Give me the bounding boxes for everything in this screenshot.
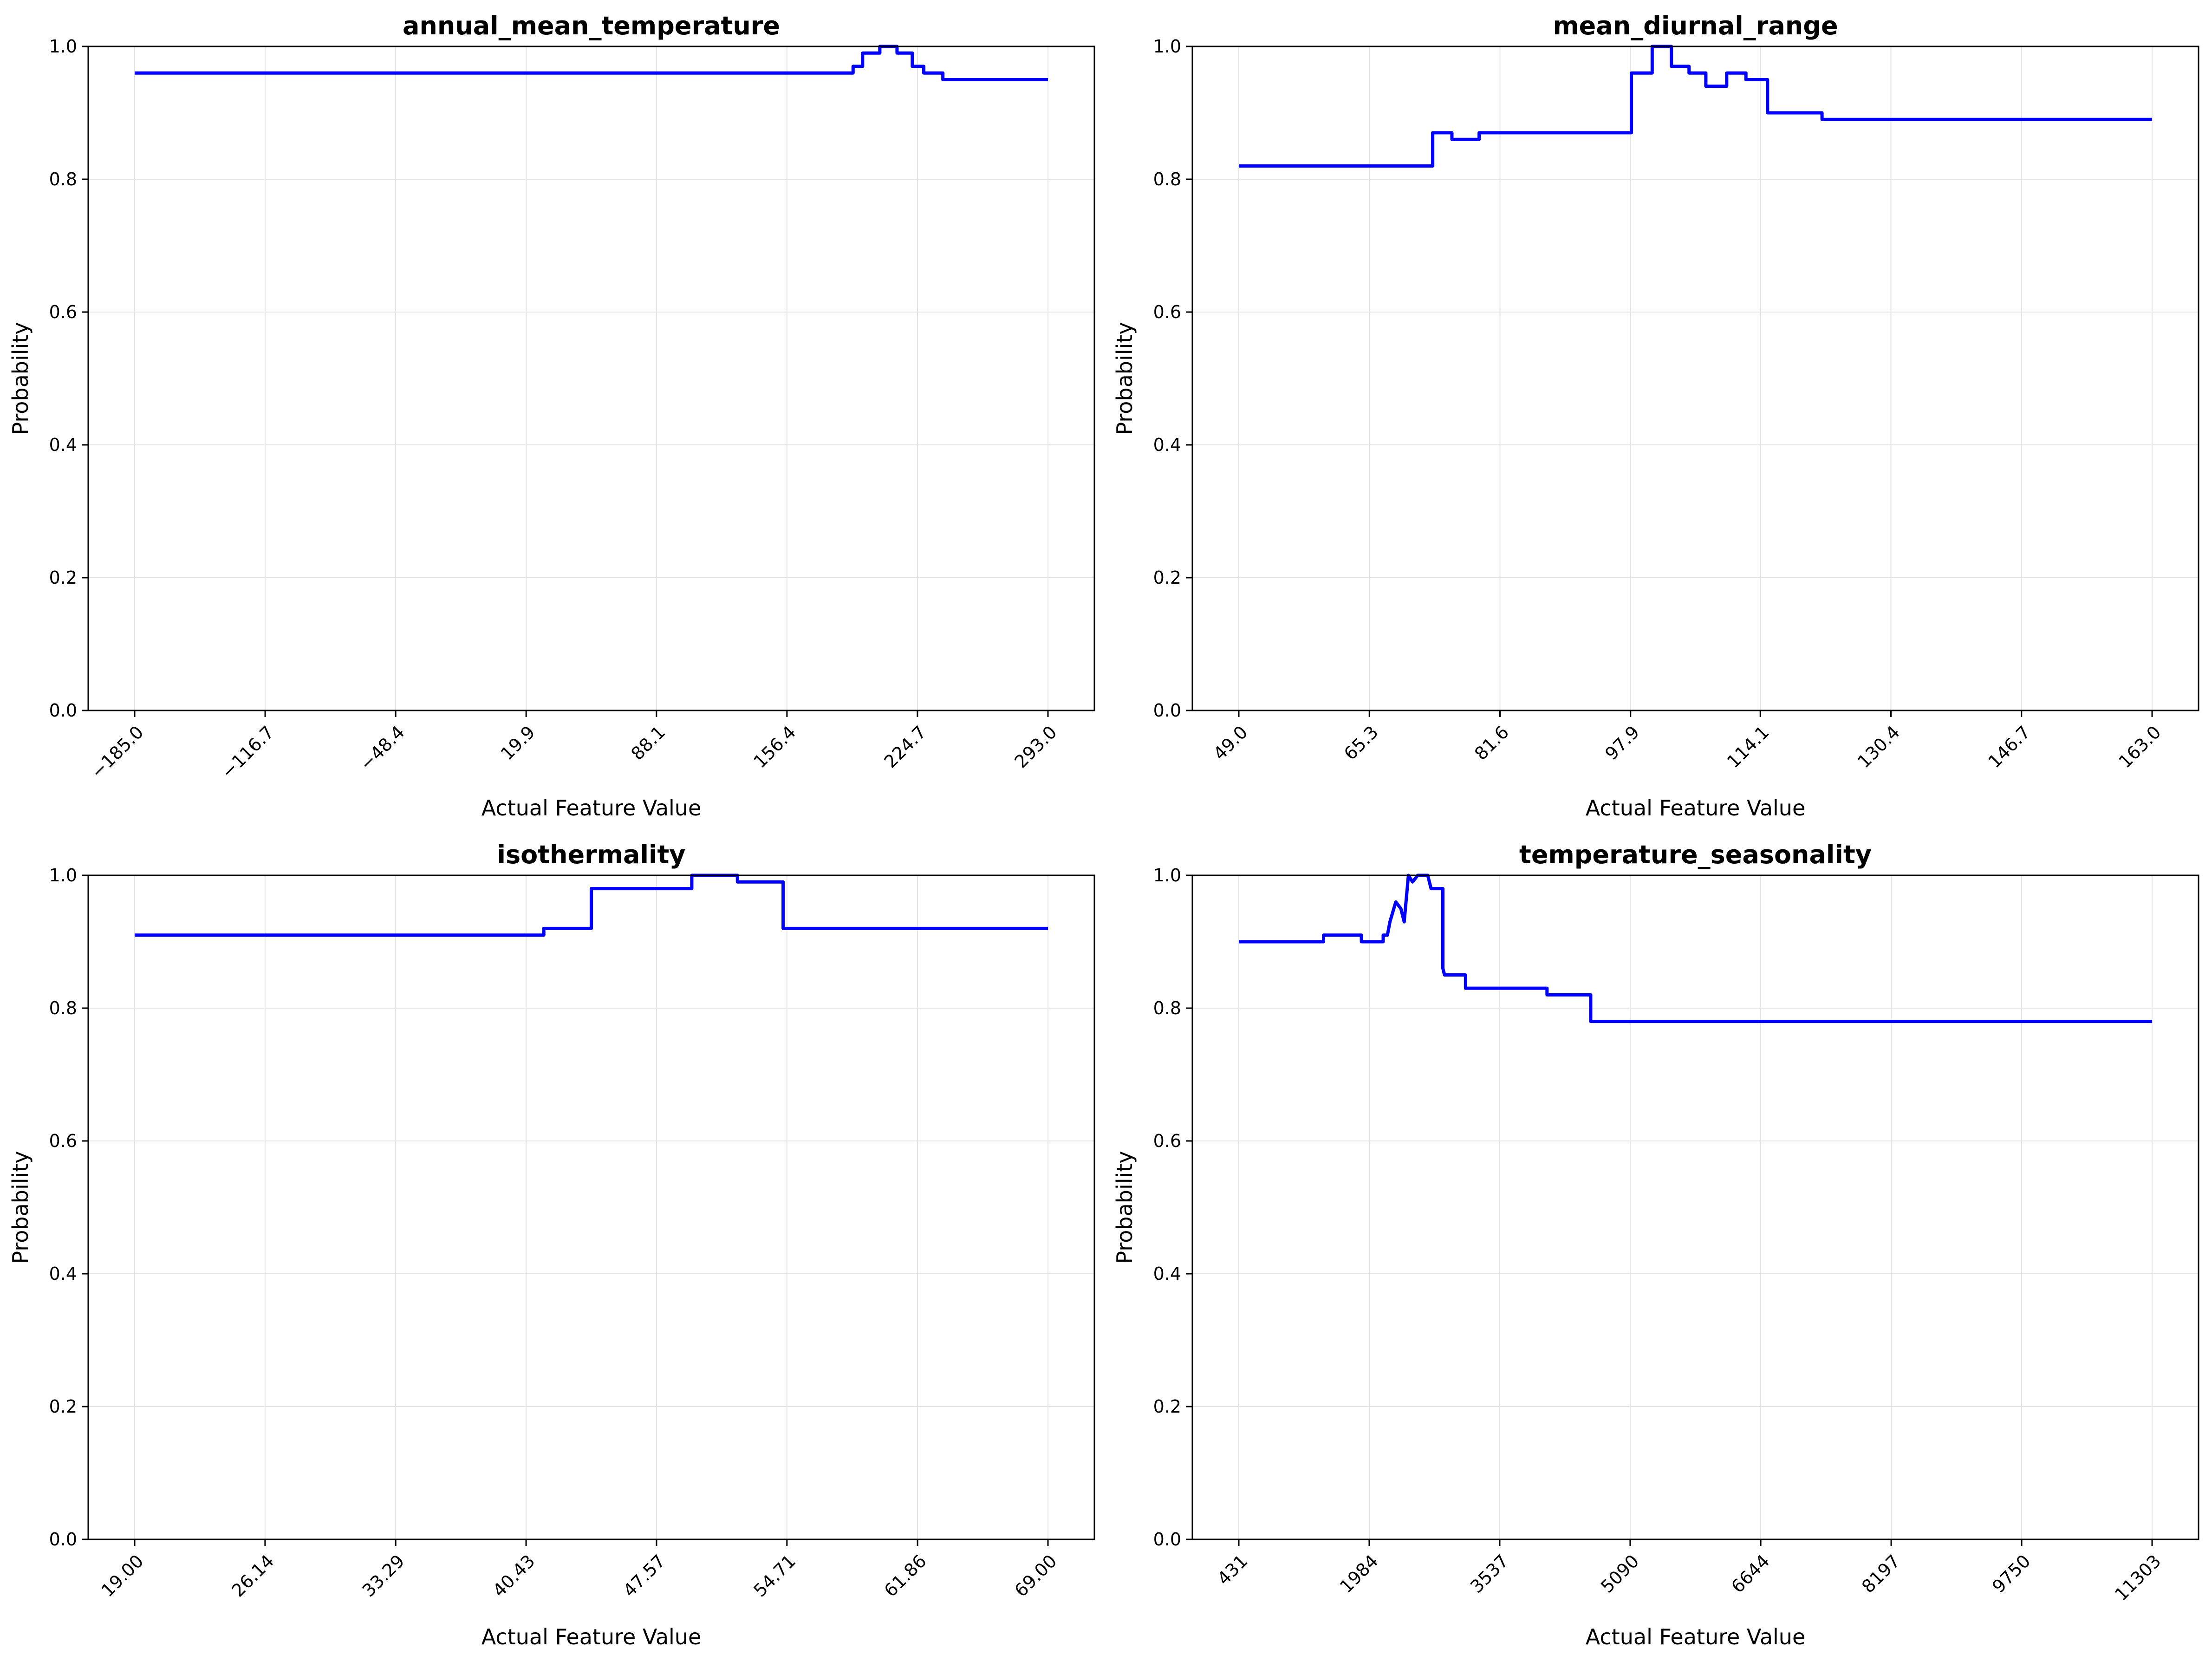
y-tick-label: 0.8 <box>49 169 77 189</box>
y-tick-label: 0.8 <box>1153 998 1181 1018</box>
y-tick-label: 0.8 <box>1153 169 1181 189</box>
y-tick-label: 0.4 <box>1153 1264 1181 1284</box>
y-tick-label: 0.2 <box>49 567 77 588</box>
y-tick-label: 0.2 <box>49 1396 77 1417</box>
chart-title: isothermality <box>497 840 685 869</box>
y-tick-label: 0.0 <box>1153 1529 1181 1550</box>
y-tick-label: 0.6 <box>1153 302 1181 322</box>
y-tick-label: 0.0 <box>1153 700 1181 721</box>
x-axis-label: Actual Feature Value <box>481 795 702 821</box>
y-tick-label: 0.6 <box>49 302 77 322</box>
y-tick-label: 0.2 <box>1153 1396 1181 1417</box>
x-axis-label: Actual Feature Value <box>1586 1624 1806 1649</box>
x-axis-label: Actual Feature Value <box>1586 795 1806 821</box>
y-tick-label: 0.6 <box>49 1131 77 1151</box>
x-axis-label: Actual Feature Value <box>481 1624 702 1649</box>
y-axis-label: Probability <box>1112 1151 1137 1264</box>
axes-frame <box>1191 46 2199 711</box>
chart-title: annual_mean_temperature <box>403 11 780 40</box>
series-line <box>135 45 1048 81</box>
y-tick-label: 0.8 <box>49 998 77 1018</box>
axes-frame <box>87 46 1095 711</box>
axes-frame <box>1191 874 2199 1540</box>
y-tick-label: 0.6 <box>1153 1131 1181 1151</box>
y-axis-label: Probability <box>1112 322 1137 435</box>
chart-title: mean_diurnal_range <box>1553 11 1838 40</box>
series-line <box>1239 45 2152 168</box>
y-tick-label: 1.0 <box>1153 865 1181 886</box>
y-tick-label: 0.4 <box>1153 435 1181 455</box>
y-tick-label: 1.0 <box>49 36 77 57</box>
chart-title: temperature_seasonality <box>1519 840 1872 869</box>
y-tick-label: 1.0 <box>49 865 77 886</box>
axes-frame <box>87 874 1095 1540</box>
y-axis-label: Probability <box>8 1151 33 1264</box>
y-tick-label: 0.4 <box>49 435 77 455</box>
y-tick-label: 1.0 <box>1153 36 1181 57</box>
y-axis-label: Probability <box>8 322 33 435</box>
series-line <box>135 873 1048 937</box>
y-tick-label: 0.0 <box>49 700 77 721</box>
y-tick-label: 0.0 <box>49 1529 77 1550</box>
y-tick-label: 0.2 <box>1153 567 1181 588</box>
y-tick-label: 0.4 <box>49 1264 77 1284</box>
